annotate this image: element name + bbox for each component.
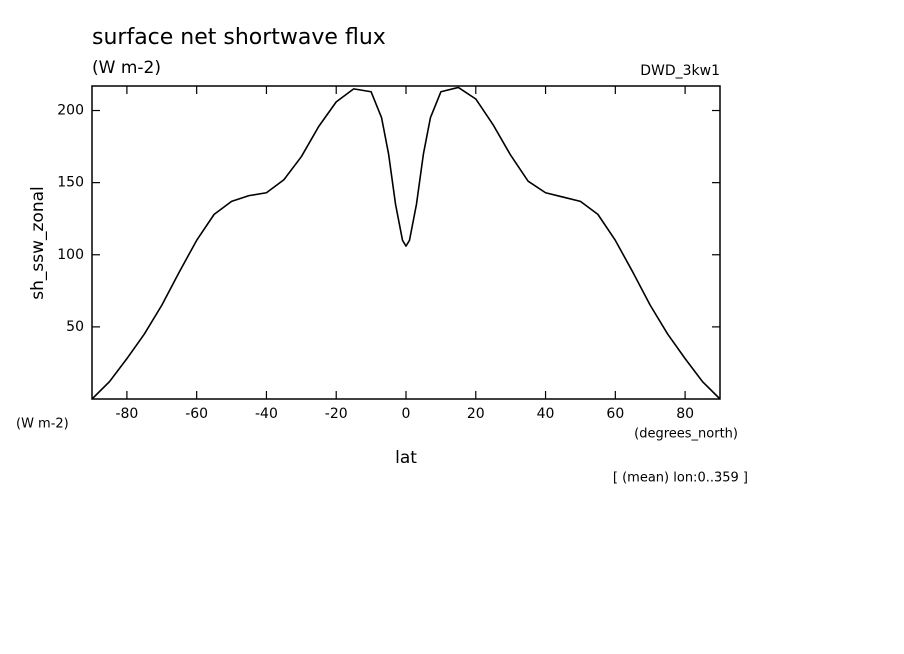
x-tick-label: -60 [185,406,208,422]
y-tick-label: 50 [66,319,84,335]
x-tick-label: 0 [402,406,411,422]
x-tick-label: 20 [467,406,485,422]
x-units: (degrees_north) [634,427,738,442]
y-axis-label: sh_ssw_zonal [28,186,48,300]
data-line [91,86,721,400]
x-tick-label: -80 [115,406,138,422]
note: [ (mean) lon:0..359 ] [613,471,748,486]
chart-title: surface net shortwave flux [92,25,386,50]
x-tick-label: -40 [255,406,278,422]
x-axis-label: lat [395,448,417,468]
x-tick-label: 40 [537,406,555,422]
x-tick-label: 60 [606,406,624,422]
y-tick-label: 200 [57,103,84,119]
dataset-label: DWD_3kw1 [640,63,720,79]
y-tick-label: 100 [57,247,84,263]
x-tick-label: -20 [325,406,348,422]
x-tick-label: 80 [676,406,694,422]
y-tick-label: 150 [57,175,84,191]
subtitle: (W m-2) [92,58,161,78]
y-units: (W m-2) [16,417,69,432]
